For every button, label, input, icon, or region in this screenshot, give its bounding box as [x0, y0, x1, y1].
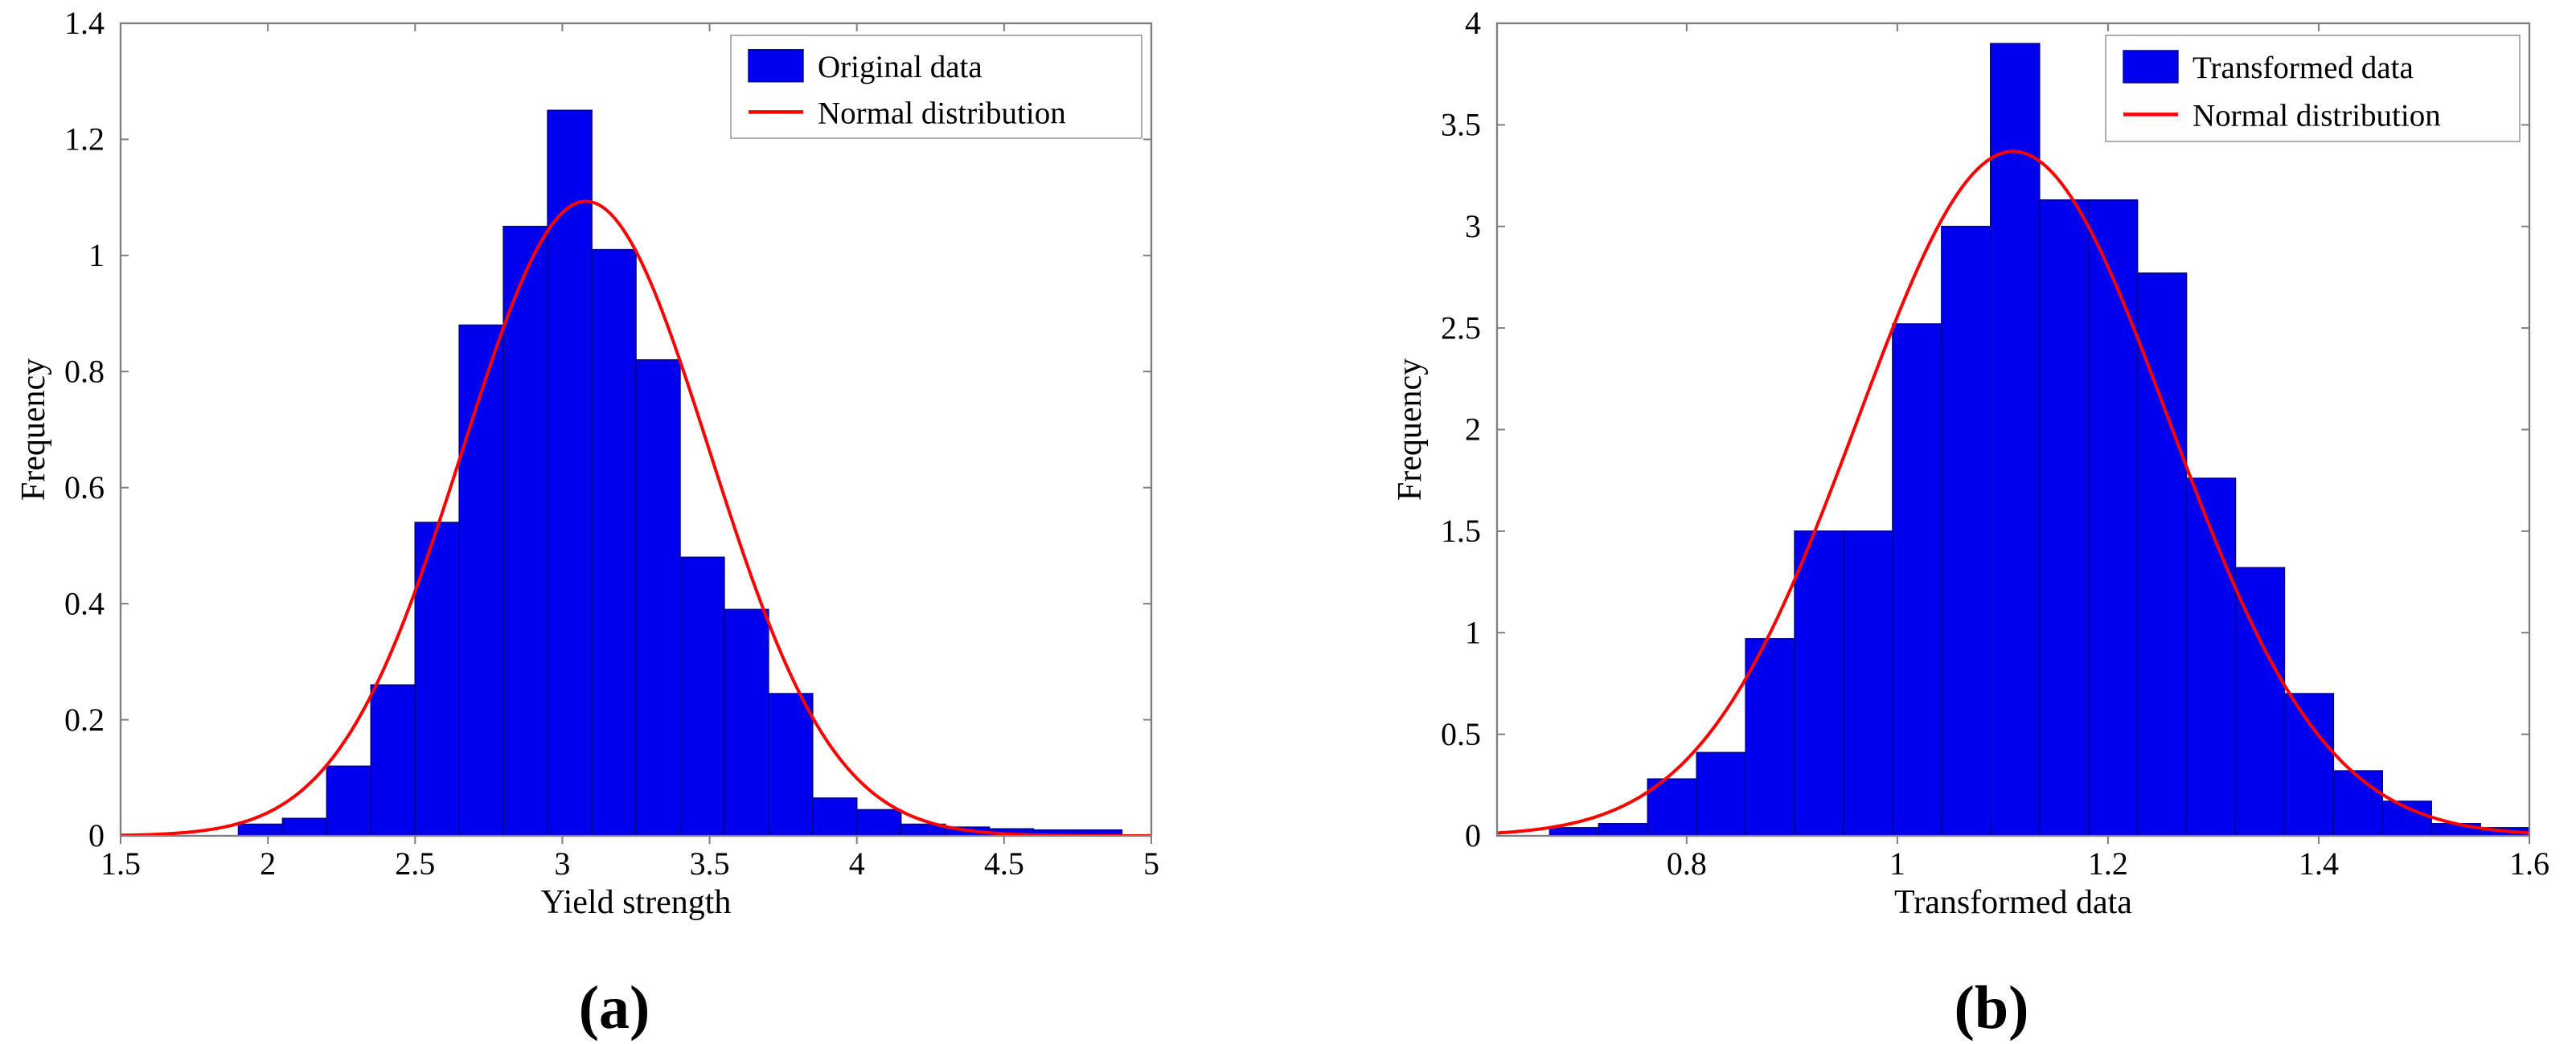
svg-text:0.8: 0.8	[1667, 845, 1707, 882]
svg-text:(b): (b)	[1955, 974, 2029, 1042]
svg-text:0: 0	[88, 817, 105, 854]
svg-text:1.5: 1.5	[100, 845, 141, 882]
svg-text:3.5: 3.5	[1441, 107, 1481, 143]
svg-text:0.5: 0.5	[1441, 716, 1481, 752]
svg-text:Original data: Original data	[818, 50, 982, 84]
svg-text:2: 2	[260, 845, 276, 882]
svg-text:Normal distribution: Normal distribution	[818, 96, 1066, 130]
svg-text:2.5: 2.5	[395, 845, 435, 882]
svg-text:0.6: 0.6	[64, 469, 105, 506]
svg-text:(a): (a)	[579, 974, 650, 1042]
svg-text:4: 4	[1465, 5, 1481, 41]
svg-text:1: 1	[1465, 614, 1481, 650]
svg-text:1: 1	[1889, 845, 1905, 882]
svg-text:0.8: 0.8	[64, 353, 105, 389]
svg-text:4: 4	[849, 845, 865, 882]
svg-text:4.5: 4.5	[984, 845, 1024, 882]
svg-text:Normal distribution: Normal distribution	[2192, 98, 2441, 133]
svg-text:2.5: 2.5	[1441, 309, 1481, 346]
svg-text:1.2: 1.2	[64, 121, 105, 158]
svg-text:Frequency: Frequency	[15, 358, 52, 501]
svg-text:3: 3	[1465, 208, 1481, 244]
svg-text:Yield strength: Yield strength	[541, 884, 732, 921]
svg-text:1.4: 1.4	[64, 5, 105, 41]
svg-text:1.4: 1.4	[2299, 845, 2339, 882]
svg-text:0.2: 0.2	[64, 702, 105, 738]
svg-text:Transformed data: Transformed data	[1894, 884, 2132, 921]
svg-text:Transformed data: Transformed data	[2192, 51, 2414, 85]
svg-text:0: 0	[1465, 817, 1481, 854]
svg-text:3.5: 3.5	[690, 845, 730, 882]
svg-text:1.5: 1.5	[1441, 513, 1481, 549]
svg-text:2: 2	[1465, 411, 1481, 448]
svg-text:1.6: 1.6	[2509, 845, 2549, 882]
svg-text:Frequency: Frequency	[1392, 358, 1429, 501]
svg-text:0.4: 0.4	[64, 585, 105, 621]
svg-text:5: 5	[1143, 845, 1159, 882]
svg-text:1: 1	[88, 237, 105, 273]
svg-text:3: 3	[554, 845, 570, 882]
svg-text:1.2: 1.2	[2088, 845, 2128, 882]
